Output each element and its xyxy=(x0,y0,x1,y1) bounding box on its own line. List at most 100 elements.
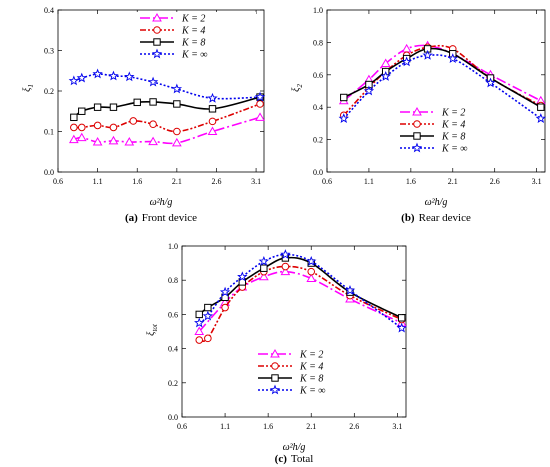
data-point-series-1 xyxy=(195,336,204,344)
data-point-series-3 xyxy=(68,75,80,86)
data-point-series-1 xyxy=(256,100,264,108)
legend-label-3: K = ∞ xyxy=(181,50,208,61)
data-point-series-3 xyxy=(76,72,87,83)
legend-label-0: K = 2 xyxy=(299,350,323,361)
data-point-series-3 xyxy=(171,83,183,94)
x-tick-label: 2.1 xyxy=(306,422,316,431)
data-point-series-0 xyxy=(108,135,119,145)
data-point-series-2 xyxy=(260,264,268,272)
y-tick-label: 0.1 xyxy=(44,128,54,137)
legend-marker-2 xyxy=(153,38,161,46)
data-point-series-1 xyxy=(281,262,290,271)
x-axis-label: ω²h/g xyxy=(150,197,173,208)
data-point-series-0 xyxy=(280,266,291,276)
series-line-0 xyxy=(343,44,542,102)
data-point-series-2 xyxy=(78,107,86,115)
panel-caption-tag: (c) xyxy=(275,453,288,465)
data-point-series-2 xyxy=(208,105,217,113)
data-point-series-0 xyxy=(92,137,103,146)
legend-marker-0 xyxy=(270,348,280,358)
data-point-series-2 xyxy=(133,98,141,107)
series-line-3 xyxy=(343,54,542,120)
y-axis-label-symbol: ξ xyxy=(146,331,157,336)
data-point-series-3 xyxy=(344,285,356,295)
legend-marker-1 xyxy=(271,362,279,370)
data-point-series-0 xyxy=(380,58,391,67)
data-point-series-3 xyxy=(219,286,231,297)
data-point-series-0 xyxy=(255,112,265,121)
data-point-series-1 xyxy=(129,117,138,125)
chart-panel-front-device: 0.6 1.1 1.6 2.1 2.6 3.1 0.0 0.1 0.2 0.3 0.4 ω²h/g ξ1… xyxy=(22,6,266,224)
x-tick-label: 3.1 xyxy=(251,177,261,186)
series-line-2 xyxy=(343,47,542,108)
panel-caption-text: Front device xyxy=(142,212,197,224)
y-axis-label-subscript: 2 xyxy=(296,84,304,88)
data-point-series-0 xyxy=(207,126,218,135)
legend-label-2: K = 8 xyxy=(181,38,205,49)
x-tick-label: 0.6 xyxy=(322,177,332,186)
data-point-series-1 xyxy=(149,120,157,129)
x-tick-label: 1.1 xyxy=(220,422,230,431)
data-point-series-3 xyxy=(202,310,214,321)
y-tick-label: 0.3 xyxy=(44,47,54,56)
data-point-series-2 xyxy=(173,100,181,108)
data-point-series-2 xyxy=(397,314,406,322)
data-point-series-2 xyxy=(149,98,157,106)
y-axis-label-symbol: ξ xyxy=(291,87,302,92)
data-point-series-0 xyxy=(401,43,412,53)
series-line-3 xyxy=(73,73,261,100)
x-tick-label: 1.6 xyxy=(406,177,416,186)
legend-marker-0 xyxy=(152,12,162,22)
data-point-series-2 xyxy=(340,93,348,102)
data-point-series-3 xyxy=(194,317,205,328)
data-point-series-3 xyxy=(363,85,375,96)
legend-marker-1 xyxy=(413,120,421,128)
y-tick-label: 0.8 xyxy=(168,276,178,285)
data-point-series-1 xyxy=(204,334,212,343)
panel-caption-text: Total xyxy=(291,453,313,465)
data-point-series-1 xyxy=(221,303,229,312)
y-axis-label: ξtot xyxy=(146,323,159,336)
y-tick-label: 0.0 xyxy=(313,168,323,177)
y-tick-label: 0.2 xyxy=(168,379,178,388)
data-point-series-0 xyxy=(68,134,79,144)
data-point-series-0 xyxy=(148,136,158,146)
panel-caption-tag: (b) xyxy=(401,212,415,224)
x-tick-label: 2.6 xyxy=(211,177,221,186)
x-tick-label: 3.1 xyxy=(532,177,542,186)
legend-marker-2 xyxy=(413,132,421,140)
y-tick-label: 1.0 xyxy=(168,242,178,251)
data-point-series-3 xyxy=(401,56,412,67)
legend-label-2: K = 8 xyxy=(441,132,465,143)
legend-label-1: K = 4 xyxy=(181,26,205,37)
data-point-series-3 xyxy=(447,53,458,64)
x-tick-label: 2.1 xyxy=(172,177,182,186)
data-point-series-1 xyxy=(307,267,316,276)
data-point-series-2 xyxy=(195,310,203,319)
x-tick-label: 1.1 xyxy=(364,177,374,186)
x-tick-label: 0.6 xyxy=(53,177,63,186)
panel-caption: (a) Front device xyxy=(125,212,197,224)
plot-frame xyxy=(181,245,407,418)
data-point-series-0 xyxy=(171,137,182,147)
y-tick-label: 0.4 xyxy=(313,103,323,112)
x-tick-label: 1.6 xyxy=(263,422,273,431)
legend-label-2: K = 8 xyxy=(299,374,323,385)
data-point-series-3 xyxy=(535,113,546,123)
x-tick-label: 2.6 xyxy=(349,422,359,431)
legend-marker-3 xyxy=(151,48,163,59)
legend-marker-3 xyxy=(269,384,281,395)
x-tick-label: 0.6 xyxy=(177,422,187,431)
chart-panel-total: 0.6 1.1 1.6 2.1 2.6 3.1 0.0 0.2 0.4 0.6 0.8 1.0 ω²h/… xyxy=(146,242,407,465)
data-point-series-0 xyxy=(124,137,135,146)
y-tick-label: 0.6 xyxy=(313,71,323,80)
y-tick-label: 0.6 xyxy=(168,310,178,319)
data-point-series-0 xyxy=(194,326,205,335)
legend-label-3: K = ∞ xyxy=(299,386,326,397)
series-line-1 xyxy=(73,103,261,133)
data-point-series-1 xyxy=(109,123,118,132)
x-tick-label: 2.6 xyxy=(490,177,500,186)
panel-caption: (b) Rear device xyxy=(401,212,471,224)
data-point-series-3 xyxy=(306,255,317,266)
